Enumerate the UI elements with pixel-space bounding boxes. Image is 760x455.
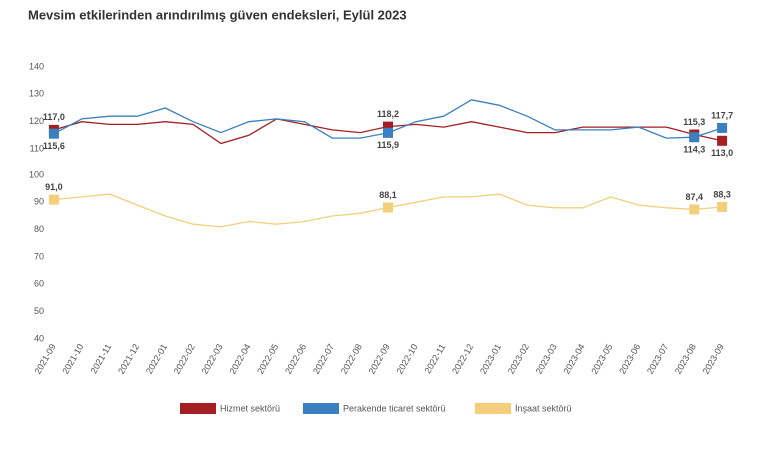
data-label: 113,0 <box>711 148 733 158</box>
x-tick-label: 2022-07 <box>311 342 336 376</box>
x-tick-label: 2021-12 <box>116 342 141 376</box>
y-tick-label: 100 <box>29 169 44 179</box>
y-tick-label: 70 <box>34 251 44 261</box>
y-tick-label: 50 <box>34 306 44 316</box>
x-tick-label: 2022-02 <box>172 342 197 376</box>
x-tick-label: 2023-09 <box>701 342 726 376</box>
legend-label: Perakende ticaret sektörü <box>343 403 446 413</box>
legend-swatch <box>303 403 339 414</box>
legend-swatch <box>180 403 216 414</box>
x-tick-label: 2023-01 <box>478 342 503 376</box>
data-label: 91,0 <box>45 182 63 192</box>
data-label: 115,3 <box>683 117 705 127</box>
data-label: 114,3 <box>683 145 705 155</box>
x-tick-label: 2022-04 <box>227 342 252 376</box>
x-tick-label: 2023-07 <box>645 342 670 376</box>
data-label: 88,3 <box>713 189 731 199</box>
y-tick-label: 110 <box>30 143 44 153</box>
legend-label: İnşaat sektörü <box>515 403 572 413</box>
chart-title: Mevsim etkilerinden arındırılmış güven e… <box>28 7 407 22</box>
data-label: 115,6 <box>43 141 65 151</box>
legend-label: Hizmet sektörü <box>220 403 280 413</box>
data-label: 118,2 <box>377 109 399 119</box>
x-tick-label: 2023-06 <box>617 342 642 376</box>
data-label: 87,4 <box>685 192 703 202</box>
x-tick-label: 2022-05 <box>255 342 280 376</box>
x-tick-label: 2023-04 <box>561 342 586 376</box>
x-tick-label: 2023-03 <box>534 342 559 376</box>
x-tick-label: 2022-06 <box>283 342 308 376</box>
y-tick-label: 90 <box>34 197 44 207</box>
x-tick-label: 2021-11 <box>89 342 114 375</box>
x-tick-label: 2022-03 <box>200 342 225 376</box>
x-tick-label: 2022-09 <box>367 342 392 376</box>
point-marker <box>689 132 700 143</box>
point-marker <box>717 122 728 133</box>
point-marker <box>383 127 393 138</box>
point-marker <box>383 202 393 213</box>
point-marker <box>689 204 700 215</box>
point-marker <box>383 121 393 132</box>
x-tick-label: 2022-08 <box>339 342 364 376</box>
data-label: 115,9 <box>377 140 399 150</box>
x-tick-label: 2021-10 <box>60 342 85 376</box>
y-tick-label: 40 <box>34 333 44 343</box>
y-tick-label: 60 <box>34 279 44 289</box>
y-tick-label: 80 <box>34 224 44 234</box>
y-tick-label: 140 <box>29 61 44 71</box>
point-marker <box>717 135 728 146</box>
x-tick-label: 2023-05 <box>589 342 614 376</box>
data-label: 117,0 <box>43 112 65 122</box>
x-tick-label: 2022-10 <box>394 342 419 376</box>
data-label: 117,7 <box>711 110 733 120</box>
x-tick-label: 2021-09 <box>33 342 58 376</box>
y-tick-label: 130 <box>29 89 44 99</box>
y-tick-label: 120 <box>29 116 44 126</box>
data-label: 88,1 <box>379 190 397 200</box>
x-tick-label: 2023-08 <box>673 342 698 376</box>
point-marker <box>48 128 59 139</box>
x-tick-label: 2022-11 <box>423 342 448 375</box>
point-marker <box>48 194 59 205</box>
x-tick-label: 2022-01 <box>144 342 169 376</box>
legend-swatch <box>475 403 511 414</box>
x-tick-label: 2022-12 <box>450 342 475 376</box>
point-marker <box>717 201 728 212</box>
x-tick-label: 2023-02 <box>506 342 531 376</box>
